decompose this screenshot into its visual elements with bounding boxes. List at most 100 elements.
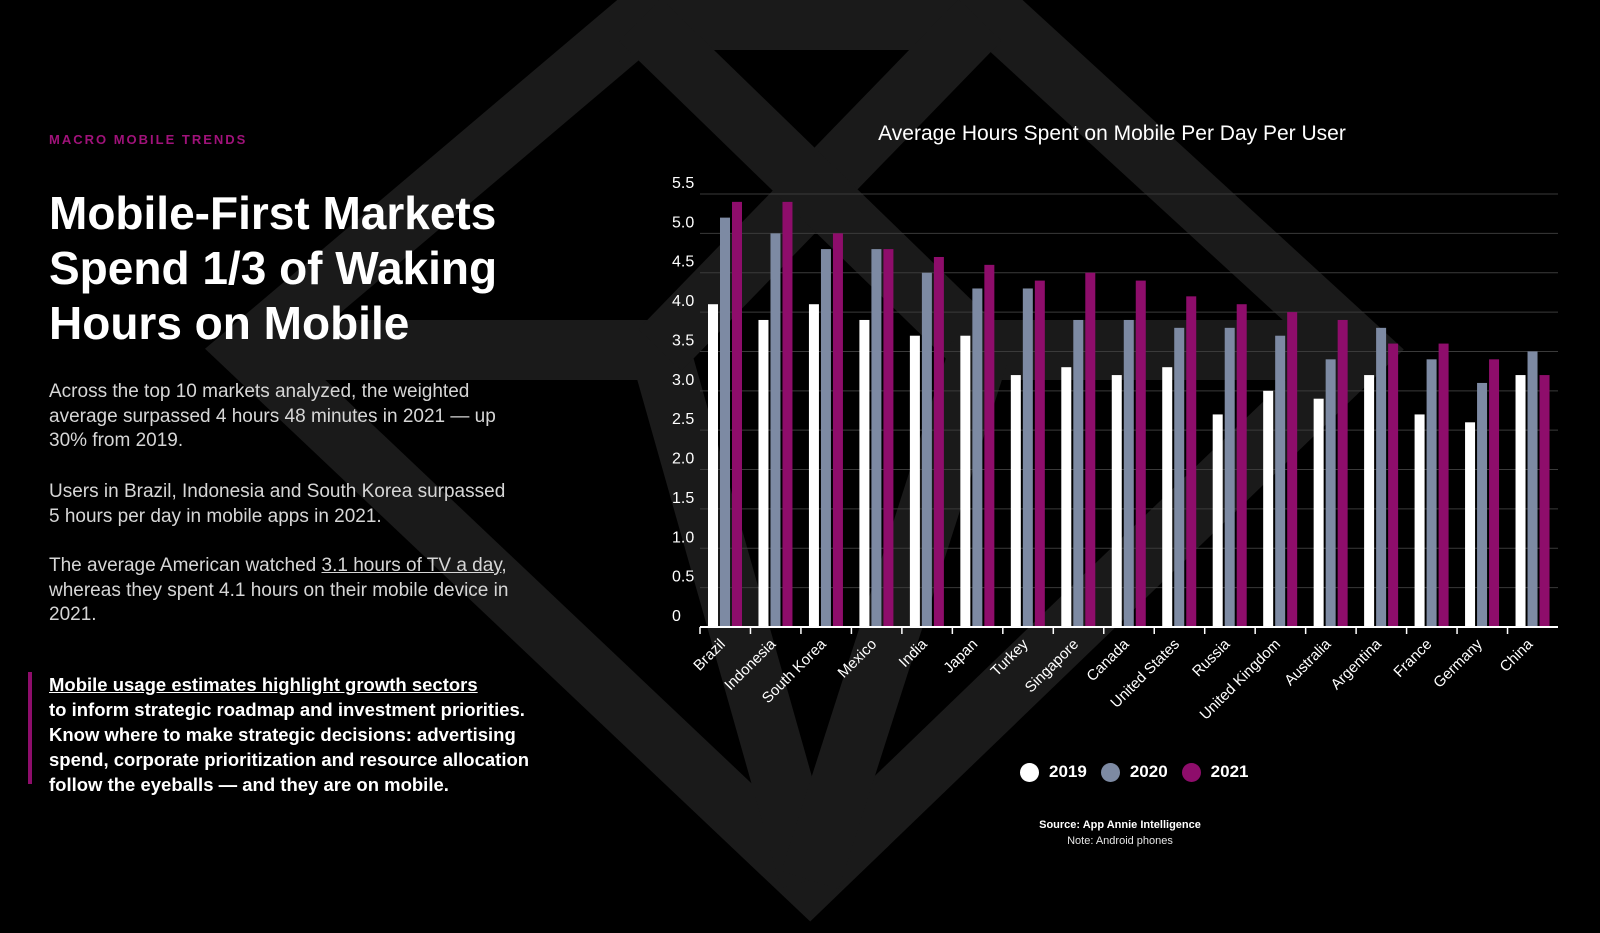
bar-2019	[1414, 414, 1425, 627]
x-tick-label: Brazil	[690, 636, 729, 675]
callout-accent-bar	[28, 672, 32, 784]
x-tick-label: China	[1497, 635, 1537, 675]
legend-item-2021: 2021	[1181, 762, 1249, 782]
bar-2021	[984, 264, 995, 627]
bar-2020	[972, 288, 983, 627]
callout-body: to inform strategic roadmap and investme…	[49, 699, 530, 795]
legend-label-2019: 2019	[1049, 762, 1087, 781]
legend-swatch-2020	[1100, 762, 1120, 782]
bar-2020	[1325, 359, 1336, 627]
y-tick-label: 4.5	[672, 254, 694, 271]
bar-2019	[1313, 398, 1324, 627]
bar-2019	[1515, 375, 1526, 627]
bar-2019	[1061, 367, 1072, 627]
bar-2021	[732, 201, 742, 627]
bar-2020	[1224, 327, 1235, 627]
bar-2019	[1364, 375, 1375, 627]
legend-swatch-2021	[1181, 762, 1201, 782]
y-tick-label: 2.0	[672, 451, 694, 468]
tv-hours-link[interactable]: 3.1 hours of TV a day	[321, 555, 502, 576]
bar-2020	[921, 272, 932, 627]
y-tick-label: 1.0	[672, 529, 694, 546]
bar-2019	[1111, 375, 1122, 627]
bar-2019	[758, 319, 769, 627]
bar-2020	[1174, 327, 1185, 627]
y-tick-label: 1.5	[672, 490, 694, 507]
bar-2021	[1135, 280, 1146, 627]
bar-2021	[1034, 280, 1045, 627]
bar-2019	[1212, 414, 1223, 627]
bar-2020	[1123, 319, 1134, 627]
bar-2021	[832, 233, 843, 627]
x-tick-label: France	[1390, 636, 1435, 681]
bar-2019	[960, 335, 971, 627]
bar-2019	[708, 304, 718, 627]
tv-sentence-start: The average American watched	[49, 555, 322, 576]
x-tick-label: India	[896, 635, 931, 670]
bar-2021	[933, 256, 944, 627]
x-tick-label: Mexico	[835, 636, 881, 682]
x-tick-label: Argentina	[1328, 635, 1386, 693]
bar-2021	[1489, 359, 1500, 627]
chart-legend: 2019 2020 2021	[1020, 761, 1250, 783]
bar-2019	[1263, 390, 1274, 627]
bar-2020	[871, 249, 882, 628]
callout-text: Mobile usage estimates highlight growth …	[49, 672, 549, 797]
bar-2021	[1438, 343, 1449, 627]
x-tick-label: Russia	[1189, 635, 1234, 680]
body-paragraph-weighted-average: Across the top 10 markets analyzed, the …	[49, 381, 496, 451]
y-tick-label: 2.5	[672, 411, 694, 428]
legend-label-2021: 2021	[1210, 762, 1249, 781]
bar-2021	[883, 249, 894, 628]
bar-2020	[770, 233, 781, 627]
bar-2020	[1477, 382, 1488, 627]
bar-2020	[820, 249, 831, 628]
body-paragraph-tv-comparison: The average American watched 3.1 hours o…	[49, 554, 519, 628]
bar-2019	[808, 304, 819, 627]
bar-2021	[1085, 272, 1096, 627]
x-tick-label: Germany	[1430, 635, 1486, 691]
callout-box: Mobile usage estimates highlight growth …	[28, 672, 548, 795]
bar-2019	[859, 319, 870, 627]
bar-2020	[1376, 327, 1387, 627]
chart-title: Average Hours Spent on Mobile Per Day Pe…	[878, 122, 1346, 145]
y-tick-label: 5.0	[672, 214, 694, 231]
bar-2021	[782, 201, 793, 627]
body-paragraph-top-markets: Users in Brazil, Indonesia and South Kor…	[49, 481, 506, 527]
x-tick-label: Canada	[1083, 635, 1133, 685]
y-tick-label: 4.0	[672, 293, 694, 310]
source-note: Note: Android phones	[1067, 835, 1173, 847]
legend-item-2019: 2019	[1020, 762, 1087, 782]
bar-2021	[1539, 375, 1550, 627]
tv-sentence-end: , whereas they spent 4.1 hours on their …	[49, 555, 509, 625]
bar-2021	[1388, 343, 1399, 627]
bar-2020	[1073, 319, 1084, 627]
bar-2019	[1010, 375, 1021, 627]
bar-2021	[1287, 312, 1298, 627]
y-tick-label: 0	[672, 608, 681, 625]
x-tick-label: Turkey	[988, 635, 1032, 679]
bar-2019	[909, 335, 920, 627]
bar-2021	[1186, 296, 1197, 627]
bar-2019	[1465, 422, 1476, 627]
x-tick-label: Japan	[940, 636, 981, 677]
section-eyebrow: MACRO MOBILE TRENDS	[49, 132, 248, 147]
bar-2020	[1527, 351, 1538, 627]
page-headline: Mobile-First Markets Spend 1/3 of Waking…	[49, 187, 498, 349]
source-credit: Source: App Annie Intelligence	[1039, 819, 1201, 831]
x-tick-label: Singapore	[1022, 636, 1082, 696]
y-tick-label: 0.5	[672, 569, 694, 586]
legend-label-2020: 2020	[1129, 762, 1168, 781]
legend-item-2020: 2020	[1100, 762, 1168, 782]
y-tick-label: 5.5	[672, 175, 694, 192]
y-tick-label: 3.5	[672, 332, 694, 349]
bar-2020	[1022, 288, 1033, 627]
bar-2020	[720, 217, 730, 628]
bar-2020	[1275, 335, 1286, 627]
y-tick-label: 3.0	[672, 372, 694, 389]
bar-2020	[1426, 359, 1437, 627]
growth-sectors-link[interactable]: Mobile usage estimates highlight growth …	[49, 674, 478, 695]
bar-2021	[1236, 304, 1247, 627]
bar-2019	[1162, 367, 1173, 627]
bar-2021	[1337, 319, 1348, 627]
